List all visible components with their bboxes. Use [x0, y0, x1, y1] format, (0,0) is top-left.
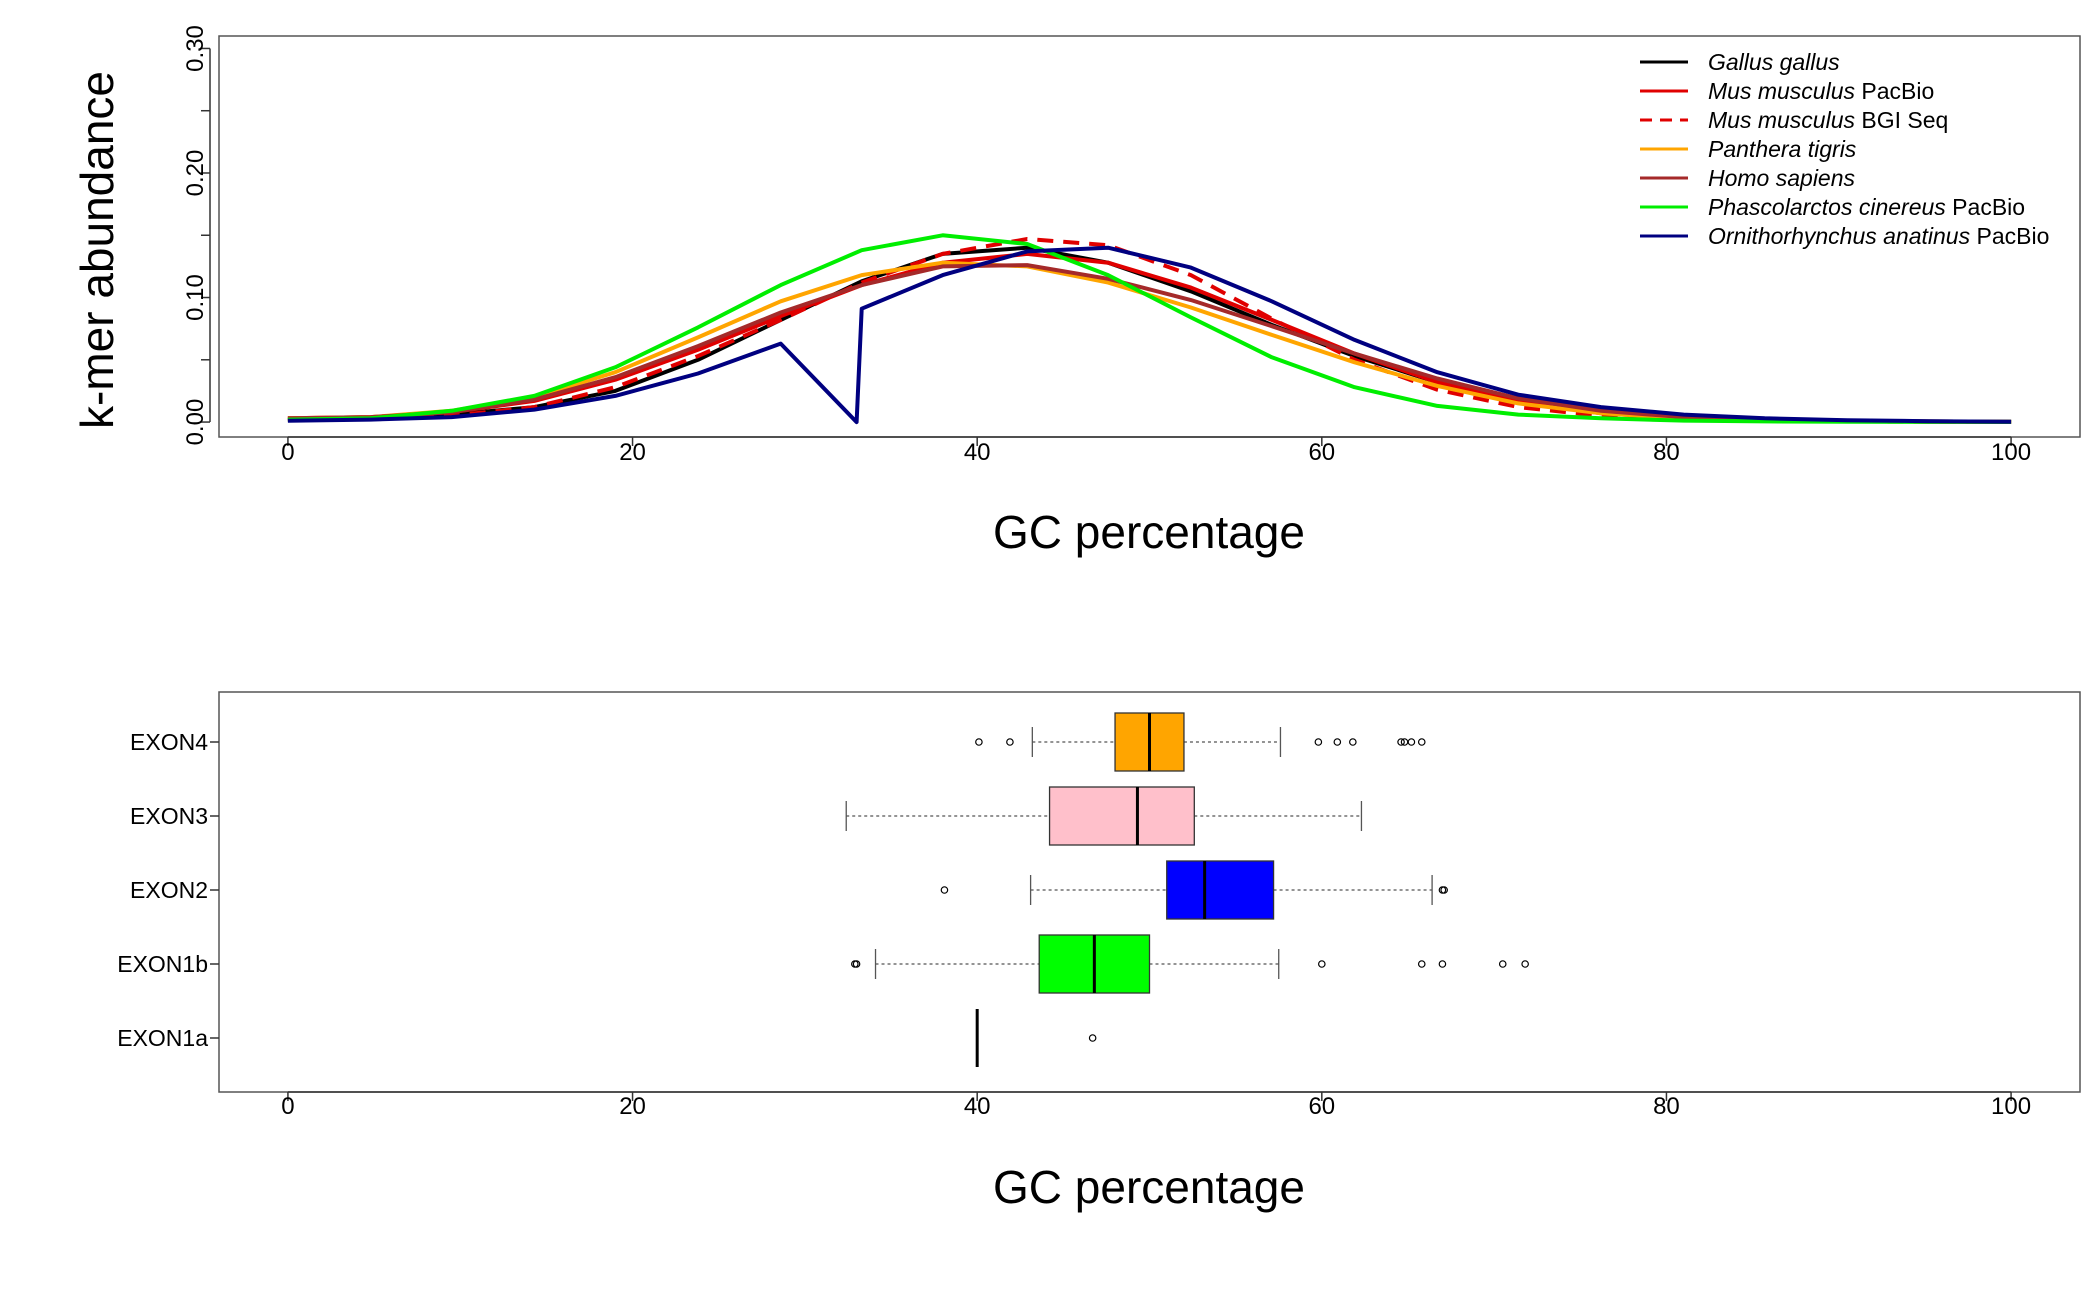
box-exon1a: [975, 1009, 1097, 1067]
series-line-3: [287, 237, 2012, 424]
bottom-boxes: [845, 712, 1529, 1067]
outlier-point: [1440, 886, 1448, 894]
legend-species-suffix: PacBio: [1970, 223, 2049, 249]
box-iqr: [1048, 786, 1195, 846]
outlier-point: [1407, 738, 1416, 746]
legend-entry: Phascolarctos cinereus PacBio: [1708, 194, 2025, 220]
exon-boxplot-chart: 0 20 40 60 80 100 EXON1a EXON1b EXON2 EXON3 EXON4…: [117, 691, 2081, 1213]
outlier-point: [1088, 1034, 1097, 1042]
outlier-point: [1417, 738, 1426, 746]
bottom-x-axis: 0 20 40 60 80 100: [281, 1091, 2031, 1120]
category-label: EXON3: [130, 803, 208, 829]
top-x-tick-label: 60: [1308, 439, 1335, 466]
legend-entry: Ornithorhynchus anatinus PacBio: [1708, 223, 2049, 249]
outlier-point: [1417, 960, 1426, 968]
bottom-x-tick-label: 40: [964, 1093, 991, 1120]
top-x-axis: 0 20 40 60 80 100: [281, 436, 2031, 466]
bottom-x-tick-label: 0: [281, 1093, 294, 1120]
top-series-lines: [287, 233, 2012, 425]
bottom-x-tick-label: 100: [1991, 1093, 2031, 1120]
legend-species-name: Ornithorhynchus anatinus: [1708, 223, 1971, 249]
series-line-6: [287, 233, 2012, 424]
outlier-point: [852, 960, 861, 968]
kmer-line-chart: 0.00 0.10 0.20 0.30 0 20 40 60 80 100 k-mer abun…: [71, 25, 2081, 558]
category-label: EXON1a: [117, 1025, 208, 1051]
outlier-point: [940, 886, 949, 894]
top-x-tick-label: 100: [1991, 439, 2031, 466]
legend-entry: Gallus gallus: [1708, 49, 1840, 75]
top-y-tick-label: 0.00: [182, 399, 209, 446]
legend-species-name: Gallus gallus: [1708, 49, 1840, 75]
legend-species-name: Mus musculus: [1708, 78, 1855, 104]
top-x-tick-label: 0: [281, 439, 294, 466]
legend-entry: Panthera tigris: [1708, 136, 1857, 162]
legend-species-suffix: PacBio: [1946, 194, 2025, 220]
box-exon2: [940, 860, 1448, 920]
outlier-point: [1521, 960, 1529, 968]
top-x-tick-label: 80: [1653, 439, 1680, 466]
box-exon4: [975, 712, 1426, 772]
box-exon1b: [851, 934, 1529, 994]
legend-species-name: Phascolarctos cinereus: [1708, 194, 1946, 220]
outlier-point: [1318, 960, 1326, 968]
outlier-point: [1006, 738, 1014, 746]
legend-species-name: Homo sapiens: [1708, 165, 1856, 191]
bottom-x-tick-label: 60: [1308, 1093, 1335, 1120]
top-x-tick-label: 40: [964, 439, 991, 466]
top-y-tick-label: 0.20: [182, 150, 209, 197]
outlier-point: [1498, 960, 1507, 968]
outlier-point: [1333, 738, 1342, 746]
legend-entry: Homo sapiens: [1708, 165, 1856, 191]
bottom-category-axis: EXON1a EXON1b EXON2 EXON3 EXON4: [117, 729, 219, 1051]
series-line-5: [287, 263, 2012, 424]
legend-species-suffix: PacBio: [1855, 78, 1934, 104]
top-x-axis-label: GC percentage: [993, 506, 1305, 558]
legend-entry: Mus musculus BGI Seq: [1708, 107, 1948, 133]
top-y-tick-label: 0.30: [182, 25, 209, 72]
outlier-point: [1438, 960, 1447, 968]
bottom-x-tick-label: 20: [619, 1093, 646, 1120]
box-exon3: [845, 786, 1363, 846]
box-iqr: [1166, 860, 1275, 920]
outlier-point: [1314, 738, 1323, 746]
top-y-tick-label: 0.10: [182, 274, 209, 321]
category-label: EXON2: [130, 877, 208, 903]
category-label: EXON4: [130, 729, 208, 755]
outlier-point: [1349, 738, 1357, 746]
outlier-point: [975, 738, 983, 746]
legend-entry: Mus musculus PacBio: [1708, 78, 1934, 104]
series-line-7: [287, 245, 2012, 425]
top-y-axis: 0.00 0.10 0.20 0.30: [182, 25, 211, 446]
legend-species-name: Mus musculus: [1708, 107, 1855, 133]
top-y-axis-label: k-mer abundance: [71, 71, 123, 429]
legend-species-name: Panthera tigris: [1708, 136, 1857, 162]
legend-species-suffix: BGI Seq: [1855, 107, 1948, 133]
top-x-tick-label: 20: [619, 439, 646, 466]
category-label: EXON1b: [117, 951, 208, 977]
outlier-point: [1397, 738, 1405, 746]
bottom-x-tick-label: 80: [1653, 1093, 1680, 1120]
bottom-x-axis-label: GC percentage: [993, 1161, 1305, 1213]
